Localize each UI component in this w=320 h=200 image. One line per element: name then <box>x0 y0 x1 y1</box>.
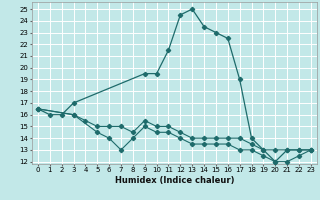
X-axis label: Humidex (Indice chaleur): Humidex (Indice chaleur) <box>115 176 234 185</box>
